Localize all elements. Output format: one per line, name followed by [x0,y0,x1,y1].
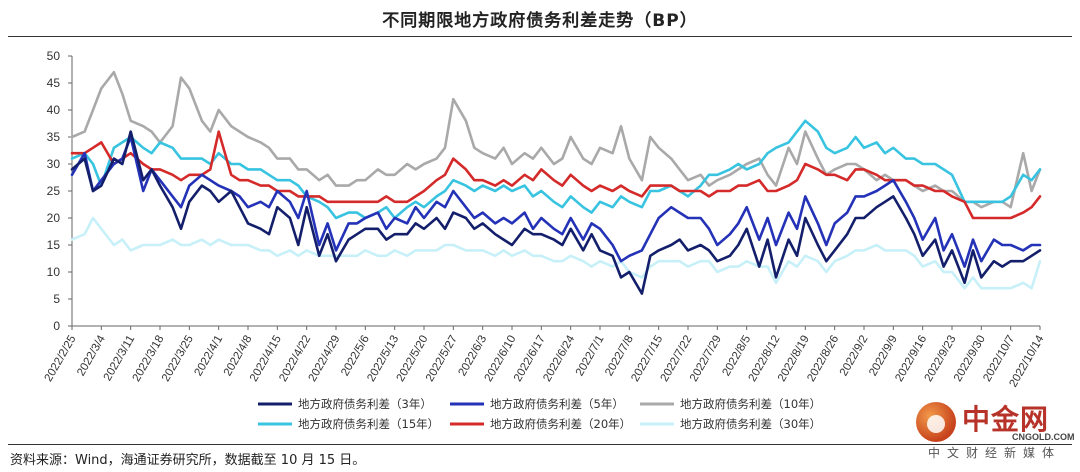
y-tick-label: 15 [47,238,61,252]
x-tick-label: 2022/2/25 [43,334,79,384]
x-tick-labels: 2022/2/252022/3/42022/3/112022/3/182022/… [43,333,1047,389]
series-line-5 [70,216,1042,290]
source-note: 资料来源：Wind，海通证券研究所，数据截至 10 月 15 日。 [10,453,366,468]
y-tick-label: 5 [53,292,60,306]
y-tick-label: 45 [47,76,61,90]
y-tick-label: 20 [47,211,61,225]
series-line-1 [70,135,1042,268]
watermark-logo: 中金网 CNGOLD.COM 中文财经新媒体 [916,398,1075,464]
x-tick-label: 2022/4/1 [192,334,225,379]
title-bar: 不同期限地方政府债务利差走势（BP） [0,0,1080,40]
title-rule [8,36,1072,37]
x-tick-label: 2022/9/2 [838,334,871,379]
x-tick-label: 2022/5/6 [339,334,372,379]
chart-axes: 0 5 10 15 20 25 30 35 40 45 50 [47,49,1041,333]
x-tick-label: 2022/7/8 [603,334,636,379]
x-tick-label: 2022/6/3 [456,333,489,378]
x-tick-label: 2022/3/4 [75,333,108,378]
watermark-coin-icon [916,402,956,442]
x-tick-label: 2022/8/5 [720,334,753,379]
footer-rule [8,444,1072,445]
y-tick-label: 0 [53,319,60,333]
chart-title: 不同期限地方政府债务利差走势（BP） [382,11,698,31]
y-tick-label: 35 [47,130,61,144]
legend-label: 地方政府债务利差（10年） [680,397,821,411]
x-tick-label: 2022/4/8 [222,334,255,379]
series-line-0 [70,130,1042,295]
legend-label: 地方政府债务利差（3年） [298,397,432,411]
chart-series-lines [70,70,1042,295]
chart-legend: 地方政府债务利差（3年） 地方政府债务利差（5年） 地方政府债务利差（10年） 地方政… [258,397,821,431]
legend-label: 地方政府债务利差（5年） [490,397,624,411]
y-tick-label: 40 [47,103,61,117]
watermark-tagline: 中文财经新媒体 [928,446,1062,460]
y-tick-label: 30 [47,157,61,171]
legend-label: 地方政府债务利差（20年） [490,417,631,431]
y-tick-label: 10 [47,265,61,279]
y-tick-label: 50 [47,49,61,63]
legend-label: 地方政府债务利差（30年） [680,417,821,431]
series-line-3 [70,119,1042,220]
series-line-4 [70,130,1042,220]
legend-label: 地方政府债务利差（15年） [298,417,439,431]
x-tick-label: 2022/7/1 [574,334,607,379]
watermark-domain: CNGOLD.COM [1012,432,1075,442]
y-tick-label: 25 [47,184,61,198]
x-tick-label: 2022/9/9 [867,334,900,379]
watermark-name: 中金网 [962,403,1050,436]
